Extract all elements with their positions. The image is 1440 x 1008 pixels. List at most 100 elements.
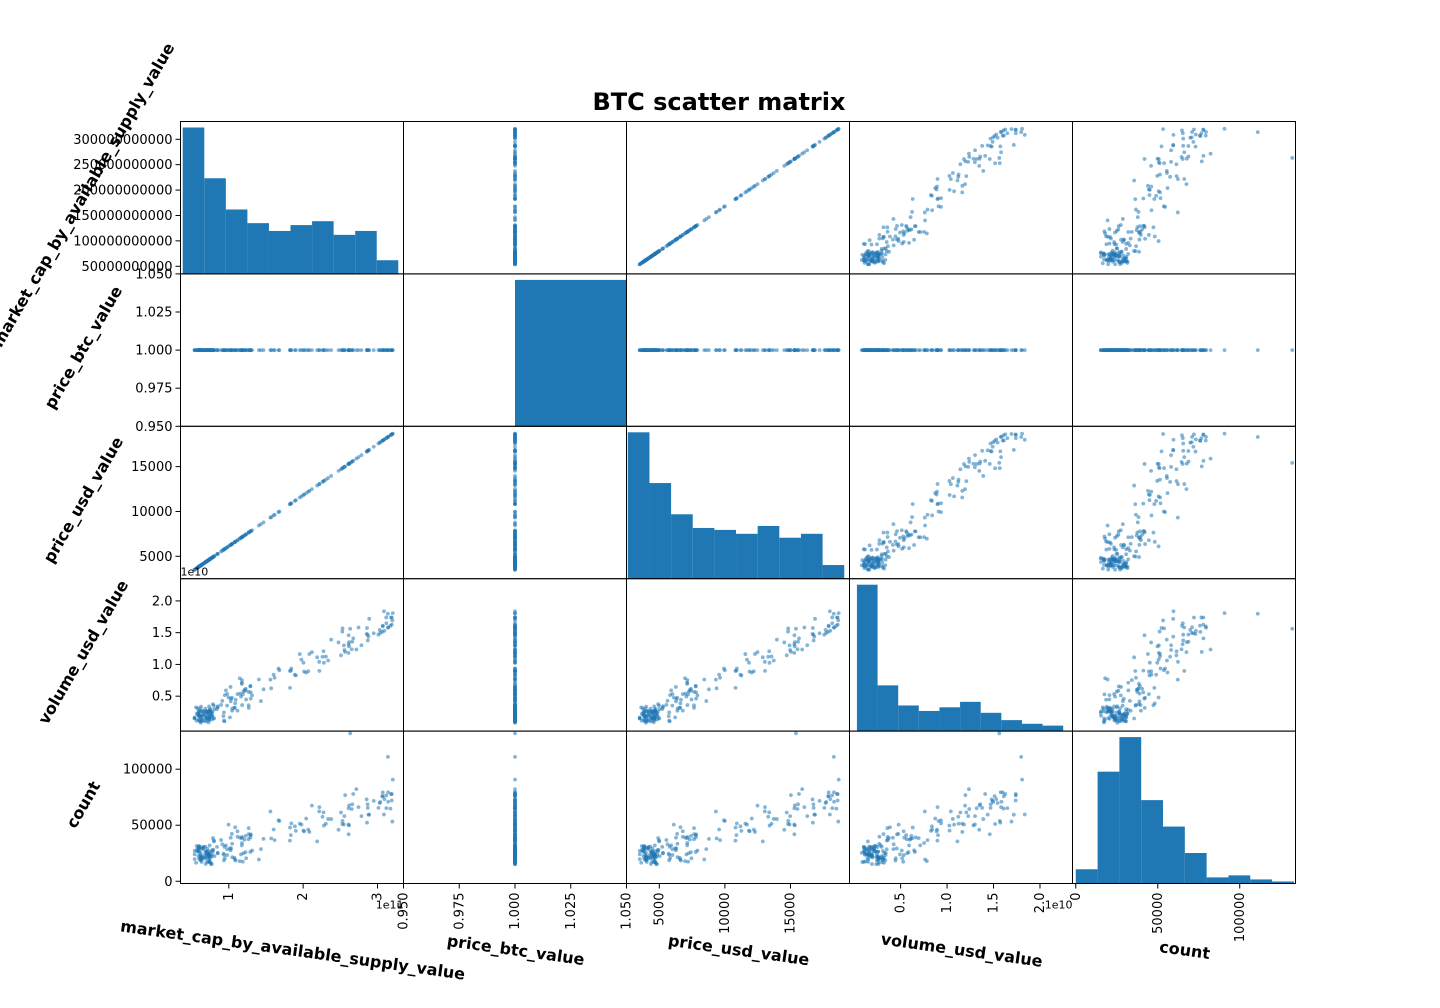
scatter-point [827, 609, 832, 614]
scatter-point [359, 453, 364, 458]
scatter-point [1140, 686, 1145, 691]
scatter-point [223, 688, 228, 693]
scatter-point [1105, 677, 1110, 682]
scatter-point [239, 852, 243, 857]
scatter-point [873, 564, 878, 569]
scatter-point [1201, 615, 1206, 620]
scatter-point [983, 153, 988, 158]
scatter-point [685, 843, 690, 848]
scatter-point [794, 731, 798, 736]
scatter-point [1165, 670, 1170, 675]
scatter-point [774, 817, 779, 821]
scatter-point [875, 547, 879, 552]
scatter-point [513, 706, 517, 710]
scatter-point [869, 547, 874, 552]
scatter-point [974, 348, 979, 352]
scatter-point [386, 799, 391, 804]
scatter-point [722, 204, 727, 209]
scatter-point [197, 843, 201, 848]
scatter-point [980, 143, 985, 148]
scatter-point [1003, 127, 1008, 132]
hist-bar-volume_usd_value-9 [1042, 725, 1064, 732]
scatter-point [1171, 634, 1176, 639]
scatter-point [277, 348, 282, 352]
y-tick-label: 1.050 [135, 267, 172, 282]
scatter-point [366, 634, 371, 639]
scatter-point [317, 669, 322, 673]
scatter-point [899, 223, 904, 227]
scatter-point [340, 819, 345, 823]
scatter-point [364, 632, 369, 636]
scatter-point [1191, 139, 1196, 144]
scatter-point [912, 850, 917, 854]
x-tick-label: 1 [222, 893, 237, 901]
scatter-point [250, 848, 254, 853]
scatter-point [997, 461, 1002, 465]
scatter-point [1192, 615, 1196, 620]
scatter-point [702, 857, 707, 862]
hist-bar-price_usd_value-3 [692, 527, 715, 579]
scatter-point [760, 348, 765, 352]
scatter-point [1110, 554, 1115, 558]
scatter-point [717, 208, 721, 213]
scatter-point [1208, 647, 1213, 652]
scatter-point [513, 622, 517, 627]
scatter-point [1137, 224, 1142, 229]
scatter-point [1149, 468, 1153, 473]
scatter-point [1193, 449, 1198, 454]
scatter-point [861, 844, 866, 849]
scatter-point [307, 489, 312, 493]
scatter-point [922, 841, 926, 845]
scatter-point [1171, 143, 1176, 148]
scatter-point [1011, 447, 1016, 452]
scatter-point [349, 647, 354, 652]
scatter-point [343, 793, 348, 798]
scatter-point [894, 846, 899, 851]
scatter-point [1114, 714, 1119, 718]
scatter-point [297, 821, 302, 826]
scatter-point [644, 854, 648, 859]
scatter-point [907, 843, 911, 848]
scatter-point [1208, 348, 1213, 352]
scatter-point [1175, 677, 1180, 682]
y-tick-label: 1.0 [152, 658, 173, 673]
scatter-point [288, 838, 292, 843]
scatter-point [299, 657, 304, 662]
scatter-point [1013, 792, 1018, 796]
scatter-point [1201, 127, 1206, 132]
scatter-point [1009, 432, 1014, 436]
scatter-point [805, 643, 810, 648]
scatter-point [769, 821, 774, 826]
scatter-point [1106, 262, 1111, 267]
scatter-point [670, 853, 675, 857]
scatter-point [1113, 567, 1118, 572]
scatter-point [747, 348, 751, 352]
scatter-point [365, 802, 370, 807]
x-tick-label: 1.0 [940, 893, 955, 914]
scatter-point [695, 693, 700, 698]
scatter-point [978, 802, 983, 807]
scatter-point [680, 834, 685, 839]
scatter-point [1181, 448, 1186, 453]
scatter-point [248, 696, 253, 701]
scatter-point [824, 800, 829, 804]
scatter-point [215, 704, 220, 709]
scatter-point [389, 432, 394, 437]
scatter-point [769, 172, 774, 177]
scatter-point [513, 835, 517, 840]
scatter-point [513, 672, 517, 677]
scatter-point [680, 348, 685, 352]
scatter-point [671, 822, 676, 827]
scatter-point [886, 549, 890, 554]
scatter-point [960, 489, 965, 493]
scatter-point [1137, 699, 1142, 704]
scatter-point [382, 812, 386, 817]
scatter-point [212, 854, 217, 858]
scatter-point [1158, 348, 1163, 352]
scatter-point [346, 650, 351, 655]
scatter-point [359, 348, 364, 352]
scatter-point [1140, 532, 1145, 537]
scatter-point [323, 821, 328, 826]
scatter-point [306, 669, 311, 674]
scatter-point [993, 466, 998, 471]
